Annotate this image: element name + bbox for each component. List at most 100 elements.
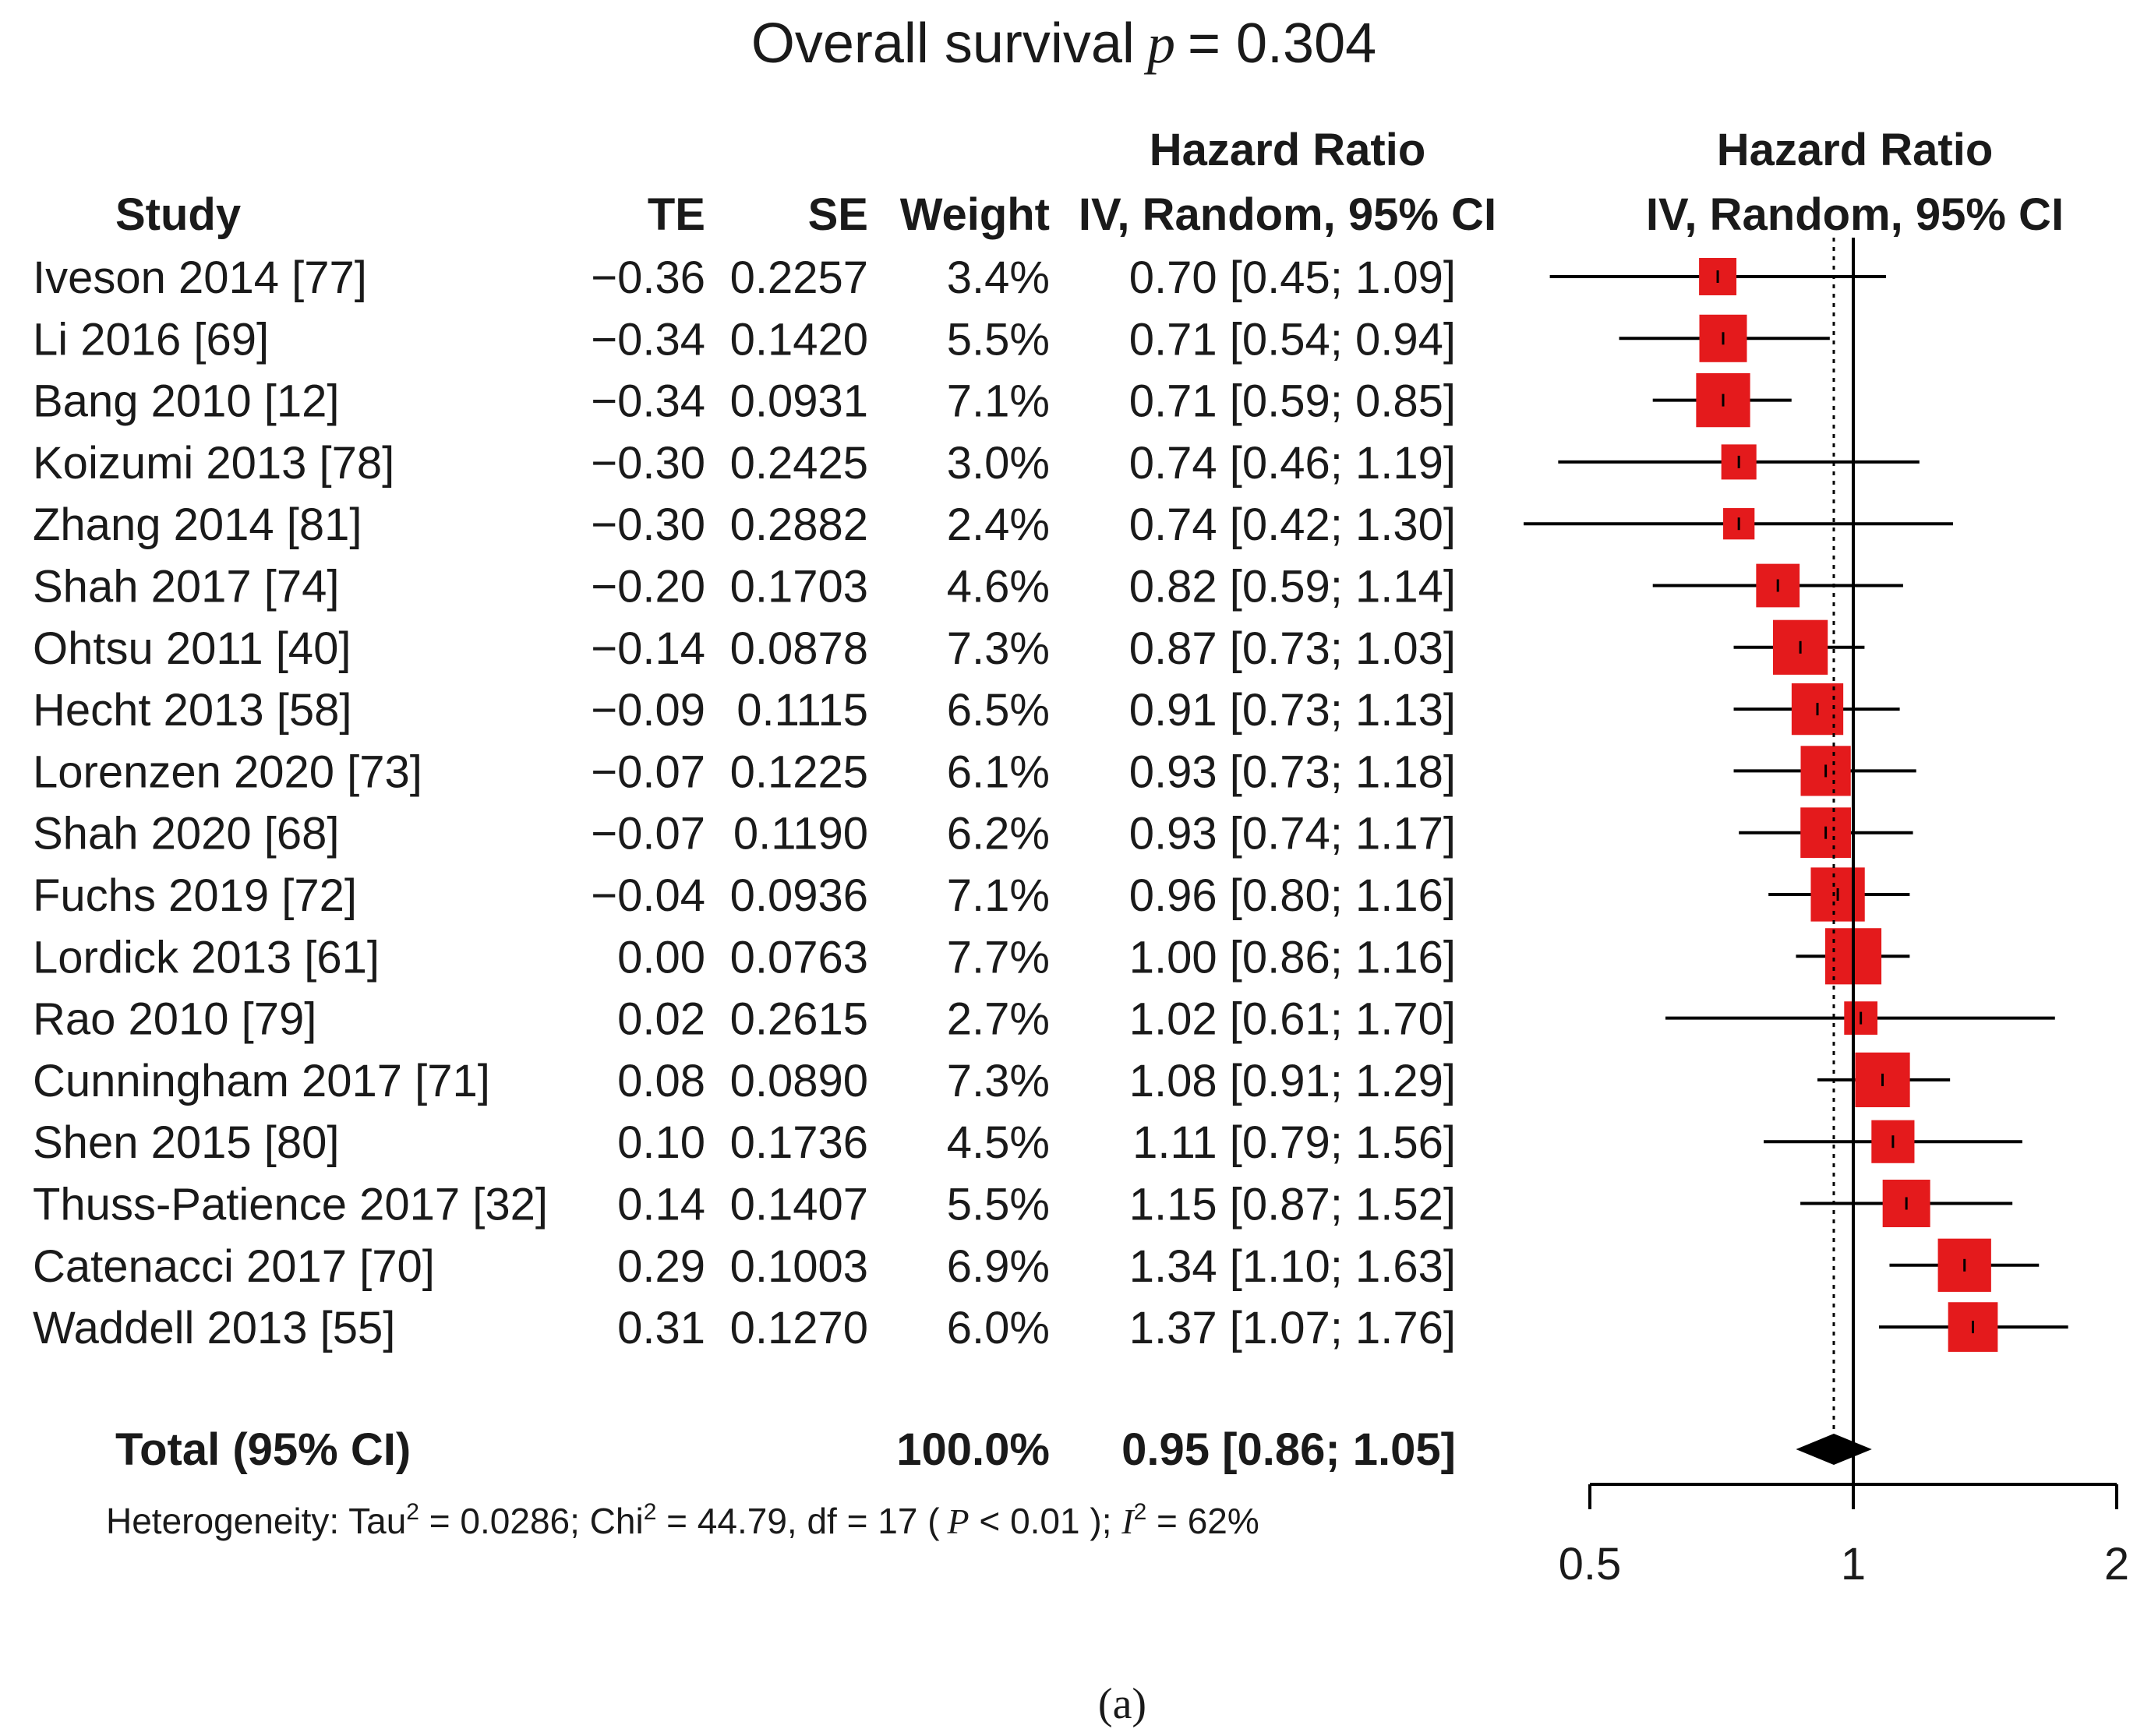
study-se: 0.1703 xyxy=(730,562,868,612)
study-label: Shen 2015 [80] xyxy=(33,1117,339,1168)
plot-area: 0.5 1 2 xyxy=(1523,238,2129,1590)
x-tick-label: 1 xyxy=(1841,1539,1866,1590)
study-se: 0.2257 xyxy=(730,252,868,303)
study-te: 0.29 xyxy=(617,1241,705,1292)
study-weight: 7.1% xyxy=(947,376,1050,427)
study-ci: 1.00 [0.86; 1.16] xyxy=(1129,932,1456,983)
study-se: 0.0878 xyxy=(730,623,868,674)
study-weight: 7.1% xyxy=(947,870,1050,921)
study-ci: 1.08 [0.91; 1.29] xyxy=(1129,1056,1456,1106)
chart-title-p-symbol: p xyxy=(1143,12,1175,75)
study-row: Catenacci 2017 [70] 0.29 0.1003 6.9% 1.34 [1… xyxy=(33,1241,1456,1292)
total-ci: 0.95 [0.86; 1.05] xyxy=(1121,1424,1456,1475)
study-se: 0.1736 xyxy=(730,1117,868,1168)
study-ci: 1.11 [0.79; 1.56] xyxy=(1132,1117,1456,1168)
het-mid1: = 0.0286; Chi xyxy=(419,1501,644,1541)
study-label: Shah 2017 [74] xyxy=(33,562,339,612)
study-te: 0.02 xyxy=(617,994,705,1045)
study-row: Waddell 2013 [55] 0.31 0.1270 6.0% 1.37 [1.0… xyxy=(33,1303,1456,1353)
total-diamond xyxy=(1796,1434,1872,1465)
study-se: 0.1225 xyxy=(730,746,868,797)
het-i-symbol: I xyxy=(1121,1501,1136,1541)
heterogeneity-text: Heterogeneity: Tau2 = 0.0286; Chi2 = 44.… xyxy=(106,1499,1259,1541)
study-weight: 7.3% xyxy=(947,1056,1050,1106)
study-label: Hecht 2013 [58] xyxy=(33,685,352,736)
study-label: Fuchs 2019 [72] xyxy=(33,870,357,921)
study-weight: 7.3% xyxy=(947,623,1050,674)
study-label: Lorenzen 2020 [73] xyxy=(33,746,422,797)
study-row: Rao 2010 [79] 0.02 0.2615 2.7% 1.02 [0.61; 1… xyxy=(33,994,1456,1045)
study-row: Hecht 2013 [58] −0.09 0.1115 6.5% 0.91 [0.73… xyxy=(33,685,1456,736)
study-row: Lordick 2013 [61] 0.00 0.0763 7.7% 1.00 [0.8… xyxy=(33,932,1456,983)
study-ci: 1.37 [1.07; 1.76] xyxy=(1129,1303,1456,1353)
study-se: 0.1003 xyxy=(730,1241,868,1292)
study-ci: 0.87 [0.73; 1.03] xyxy=(1129,623,1456,674)
study-label: Iveson 2014 [77] xyxy=(33,252,367,303)
study-ci: 0.91 [0.73; 1.13] xyxy=(1129,685,1456,736)
study-weight: 4.6% xyxy=(947,562,1050,612)
study-weight: 3.4% xyxy=(947,252,1050,303)
het-p-text: < 0.01 ); xyxy=(970,1501,1122,1541)
study-ci: 0.74 [0.46; 1.19] xyxy=(1129,438,1456,489)
study-ci: 0.93 [0.74; 1.17] xyxy=(1129,809,1456,859)
study-weight: 6.9% xyxy=(947,1241,1050,1292)
study-row: Thuss-Patience 2017 [32] 0.14 0.1407 5.5% 1.… xyxy=(33,1180,1456,1230)
study-row: Zhang 2014 [81] −0.30 0.2882 2.4% 0.74 [0.42… xyxy=(33,499,1456,550)
het-mid2: = 44.79, df = 17 ( xyxy=(656,1501,940,1541)
study-te: −0.20 xyxy=(591,562,705,612)
plot-header-line1: Hazard Ratio xyxy=(1717,125,1994,175)
study-ci: 0.70 [0.45; 1.09] xyxy=(1129,252,1456,303)
study-row: Shah 2020 [68] −0.07 0.1190 6.2% 0.93 [0.74;… xyxy=(33,809,1456,859)
study-te: −0.34 xyxy=(591,376,705,427)
study-ci: 0.74 [0.42; 1.30] xyxy=(1129,499,1456,550)
study-weight: 6.0% xyxy=(947,1303,1050,1353)
study-ci: 0.71 [0.54; 0.94] xyxy=(1129,314,1456,365)
study-label: Rao 2010 [79] xyxy=(33,994,316,1045)
chart-title-text: Overall survival xyxy=(751,12,1135,75)
header-hr-line1: Hazard Ratio xyxy=(1150,125,1426,175)
study-row: Koizumi 2013 [78] −0.30 0.2425 3.0% 0.74 [0.… xyxy=(33,438,1456,489)
study-row: Lorenzen 2020 [73] −0.07 0.1225 6.1% 0.93 [0… xyxy=(33,746,1456,797)
plot-header-line2: IV, Random, 95% CI xyxy=(1646,189,2064,240)
study-label: Lordick 2013 [61] xyxy=(33,932,380,983)
study-te: −0.09 xyxy=(591,685,705,736)
study-weight: 5.5% xyxy=(947,1180,1050,1230)
study-weight: 2.4% xyxy=(947,499,1050,550)
study-te: 0.00 xyxy=(617,932,705,983)
study-te: −0.14 xyxy=(591,623,705,674)
header-study: Study xyxy=(115,189,241,240)
het-tau-sup: 2 xyxy=(406,1499,419,1525)
total-label: Total (95% CI) xyxy=(115,1424,411,1475)
study-row: Li 2016 [69] −0.34 0.1420 5.5% 0.71 [0.54; 0… xyxy=(33,314,1456,365)
het-chi-sup: 2 xyxy=(644,1499,657,1525)
het-prefix: Heterogeneity: Tau xyxy=(106,1501,406,1541)
study-label: Ohtsu 2011 [40] xyxy=(33,623,351,674)
study-te: 0.08 xyxy=(617,1056,705,1106)
study-se: 0.0936 xyxy=(730,870,868,921)
study-row: Shah 2017 [74] −0.20 0.1703 4.6% 0.82 [0.59;… xyxy=(33,562,1456,612)
x-tick-label: 0.5 xyxy=(1559,1539,1622,1590)
study-te: −0.30 xyxy=(591,499,705,550)
study-te: −0.04 xyxy=(591,870,705,921)
study-label: Shah 2020 [68] xyxy=(33,809,339,859)
study-row: Shen 2015 [80] 0.10 0.1736 4.5% 1.11 [0.79; … xyxy=(33,1117,1456,1168)
study-te: 0.10 xyxy=(617,1117,705,1168)
x-tick-label: 2 xyxy=(2104,1539,2129,1590)
study-row: Ohtsu 2011 [40] −0.14 0.0878 7.3% 0.87 [0.73… xyxy=(33,623,1456,674)
chart-title-p-value: = 0.304 xyxy=(1188,12,1376,75)
study-row: Iveson 2014 [77] −0.36 0.2257 3.4% 0.70 [0.4… xyxy=(33,252,1456,303)
study-ci: 1.15 [0.87; 1.52] xyxy=(1129,1180,1456,1230)
het-i-sup: 2 xyxy=(1134,1499,1147,1525)
study-weight: 6.2% xyxy=(947,809,1050,859)
study-rows: Iveson 2014 [77] −0.36 0.2257 3.4% 0.70 [0.4… xyxy=(33,252,1456,1353)
study-se: 0.0931 xyxy=(730,376,868,427)
study-weight: 2.7% xyxy=(947,994,1050,1045)
study-se: 0.1190 xyxy=(733,809,868,859)
study-weight: 4.5% xyxy=(947,1117,1050,1168)
study-weight: 5.5% xyxy=(947,314,1050,365)
study-se: 0.2882 xyxy=(730,499,868,550)
study-row: Bang 2010 [12] −0.34 0.0931 7.1% 0.71 [0.59;… xyxy=(33,376,1456,427)
study-label: Li 2016 [69] xyxy=(33,314,269,365)
study-weight: 6.5% xyxy=(947,685,1050,736)
